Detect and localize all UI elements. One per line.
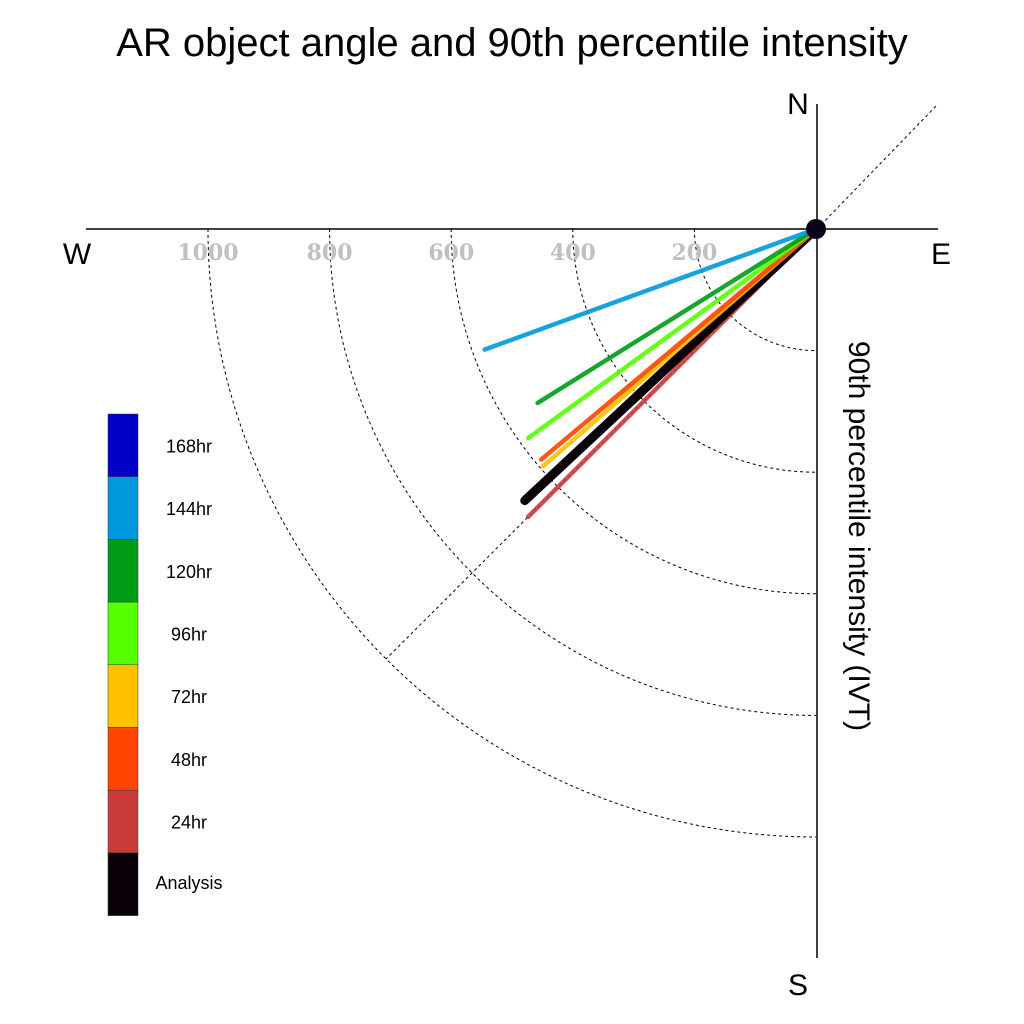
grid-arc-600: [450, 228, 817, 595]
legend-swatch-analysis: [107, 852, 139, 916]
legend-label-72hr: 72hr: [171, 687, 207, 707]
legend-label-120hr: 120hr: [166, 562, 212, 582]
legend-swatch-96hr: [107, 601, 139, 666]
series-line-48hr: [538, 226, 819, 462]
series-line-120hr: [535, 226, 819, 406]
legend-label-168hr: 168hr: [166, 436, 212, 456]
radial-tick-1000: 1000: [177, 240, 238, 266]
grid-arc-1000: [207, 228, 817, 838]
grid-arc-400: [572, 228, 817, 473]
grid-arc-800: [329, 228, 817, 716]
legend-swatch-168hr: [107, 413, 139, 477]
legend-swatch-144hr: [107, 476, 139, 540]
chart-title: AR object angle and 90th percentile inte…: [116, 21, 908, 65]
legend-swatch-72hr: [107, 664, 139, 728]
legend-label-48hr: 48hr: [171, 750, 207, 770]
series-layer: [482, 224, 821, 520]
southwest-diagonal: [385, 228, 817, 660]
compass-east-label: E: [931, 238, 951, 271]
series-line-96hr: [525, 226, 819, 441]
compass-north-label: N: [787, 88, 809, 121]
series-line-analysis: [520, 224, 821, 506]
compass-west-label: W: [63, 238, 92, 271]
legend-label-analysis: Analysis: [155, 873, 222, 893]
radial-tick-200: 200: [671, 240, 717, 266]
radial-tick-400: 400: [550, 240, 596, 266]
radial-axis-label: 90th percentile intensity (IVT): [842, 341, 875, 731]
grid-arc-200: [693, 228, 817, 352]
legend-label-96hr: 96hr: [171, 624, 207, 644]
legend-swatch-24hr: [107, 789, 139, 854]
radial-tick-labels: 200 400 600 800 1000: [177, 240, 717, 266]
series-line-144hr: [482, 226, 819, 352]
legend-label-24hr: 24hr: [171, 813, 207, 833]
radial-tick-600: 600: [428, 240, 474, 266]
origin-marker: [806, 219, 826, 239]
legend-label-144hr: 144hr: [166, 499, 212, 519]
radial-tick-800: 800: [307, 240, 353, 266]
legend: 168hr 144hr 120hr 96hr 72hr 48hr 24hr Analysis: [107, 413, 223, 916]
legend-swatch-48hr: [107, 727, 139, 791]
legend-swatch-120hr: [107, 539, 139, 603]
northeast-diagonal: [816, 103, 939, 230]
grid-layer: [207, 228, 817, 838]
compass-south-label: S: [788, 969, 808, 1002]
